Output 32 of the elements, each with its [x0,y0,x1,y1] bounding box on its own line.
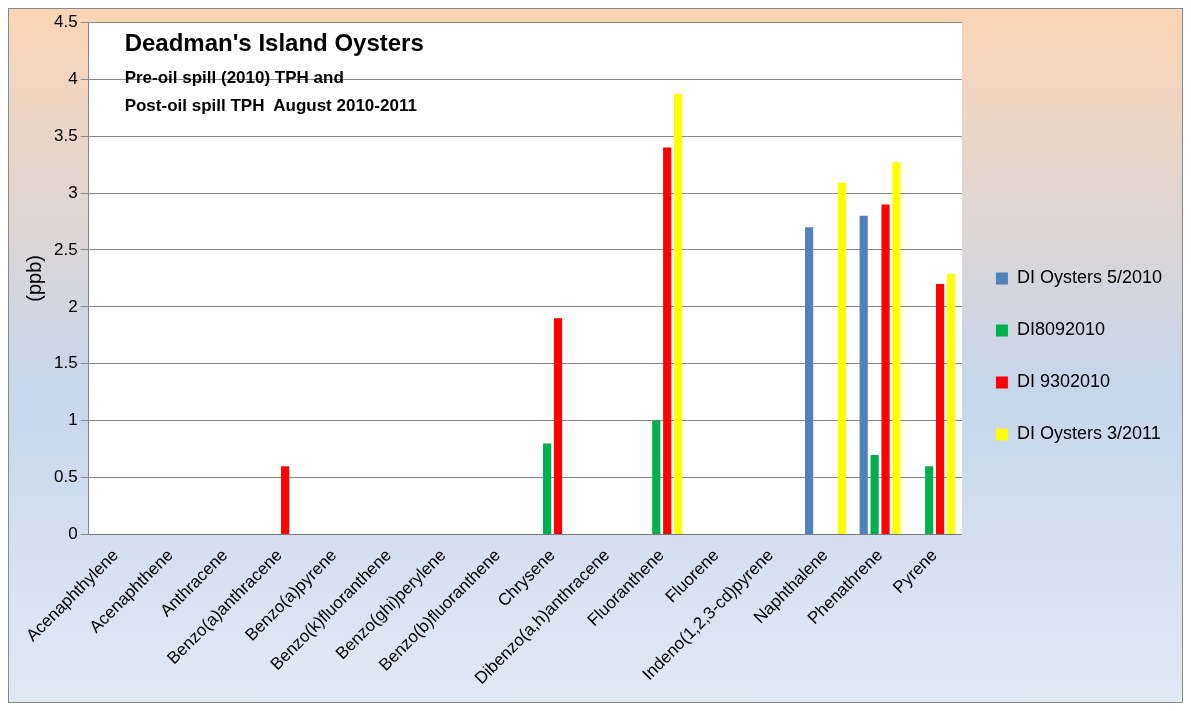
bar [674,93,683,535]
bar [281,466,290,535]
chart-title: Deadman's Island Oysters [124,28,424,56]
legend-label: DI Oysters 5/2010 [1016,267,1163,288]
bar [936,284,945,535]
bar [652,420,661,535]
y-tick-label: 4.5 [53,11,78,31]
bar [881,204,890,535]
bar [870,454,879,535]
y-tick-label: 1.5 [53,353,78,373]
y-tick-label: 3.5 [53,125,78,145]
legend-label: DI Oysters 3/2011 [1016,423,1161,444]
y-tick-label: 2 [68,296,78,316]
legend-label: DI 9302010 [1016,371,1111,392]
bar [859,215,868,535]
bar [892,162,901,535]
y-tick-label: 0.5 [53,467,78,487]
legend-label: DI8092010 [1016,319,1106,340]
text: Pre-oil spill (2010) TPH and Post-oil spill TPH August 2010-2011 [124,68,417,116]
y-tick-label: 2.5 [53,239,78,259]
y-tick-label: 3 [68,182,78,202]
bar [837,182,846,535]
bar [925,466,934,535]
y-tick-label: 4 [68,68,78,88]
bar [553,318,563,535]
bar [663,147,672,535]
bar [805,227,814,535]
y-tick-label: 0 [68,524,78,544]
bar [543,443,552,535]
bar [946,273,956,535]
y-axis-title: (ppb) [22,255,45,302]
y-tick-label: 1 [68,410,78,430]
